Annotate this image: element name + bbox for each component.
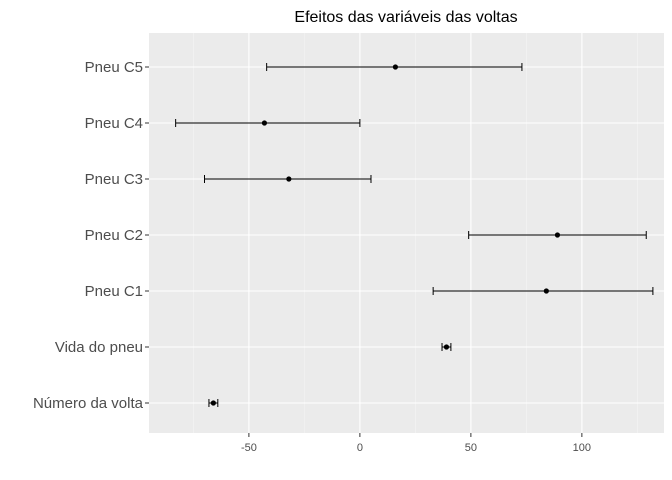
y-tick-label: Pneu C1	[85, 283, 143, 300]
errorbar-row	[266, 63, 523, 71]
x-tick-label: -50	[241, 442, 257, 454]
errorbar-row	[203, 175, 372, 183]
y-tick-label: Pneu C3	[85, 171, 143, 188]
errorbar-row	[432, 287, 654, 295]
plot-panel	[149, 33, 664, 433]
x-tick-label: 50	[465, 442, 477, 454]
y-tick-label: Pneu C2	[85, 227, 143, 244]
estimate-point	[286, 176, 292, 182]
estimate-point	[392, 64, 399, 70]
errorbar-row	[468, 231, 647, 239]
chart-title: Efeitos das variáveis das voltas	[294, 9, 517, 26]
y-tick-label: Vida do pneu	[55, 339, 143, 356]
estimate-point	[443, 344, 450, 350]
estimate-point	[210, 400, 216, 406]
errorbar-row	[175, 119, 361, 127]
y-axis: Pneu C5 Pneu C4 Pneu C3 Pneu C2 Pneu C1 Vida …	[33, 59, 149, 412]
y-tick-label: Pneu C5	[85, 59, 143, 76]
estimate-point	[543, 288, 549, 294]
data-marks	[175, 63, 654, 407]
y-tick-label: Número da volta	[33, 395, 144, 412]
x-tick-label: 0	[357, 442, 363, 454]
estimate-point	[554, 232, 561, 238]
estimate-point	[261, 120, 268, 126]
x-tick-label: 100	[573, 442, 591, 454]
errorbar-row	[208, 399, 219, 407]
errorbar-row	[441, 343, 452, 351]
y-tick-label: Pneu C4	[85, 115, 143, 132]
x-axis: -50 0 50 100	[241, 433, 591, 454]
